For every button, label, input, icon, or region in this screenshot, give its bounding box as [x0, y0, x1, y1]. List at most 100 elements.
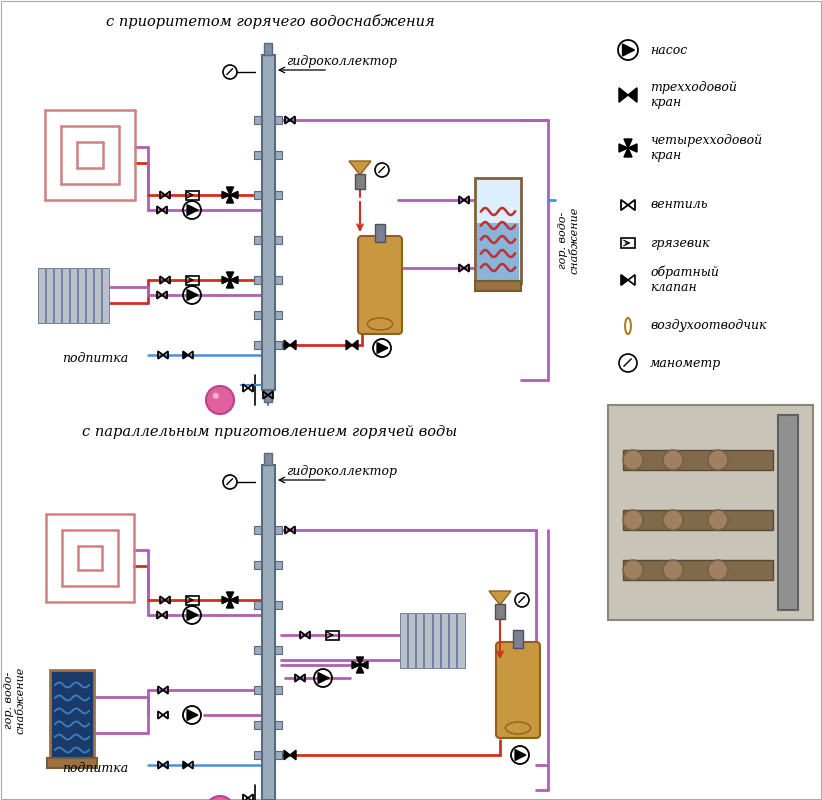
Bar: [186, 275, 198, 285]
Polygon shape: [349, 161, 371, 175]
Bar: [449, 613, 456, 667]
Circle shape: [623, 510, 643, 530]
Bar: [457, 613, 464, 667]
Bar: [399, 613, 407, 667]
Bar: [45, 267, 53, 322]
Bar: [50, 670, 94, 760]
Text: вентиль: вентиль: [650, 198, 708, 211]
Circle shape: [623, 560, 643, 580]
Polygon shape: [222, 597, 230, 603]
Bar: [261, 55, 275, 390]
Text: с приоритетом горячего водоснабжения: с приоритетом горячего водоснабжения: [106, 14, 434, 29]
Polygon shape: [187, 710, 198, 720]
Bar: [38, 267, 44, 322]
Bar: [254, 646, 268, 654]
Bar: [254, 721, 268, 729]
Bar: [254, 751, 268, 759]
Text: четырехходовой
кран: четырехходовой кран: [650, 134, 762, 162]
Bar: [623, 450, 773, 470]
Bar: [47, 758, 97, 768]
Bar: [513, 630, 523, 648]
Polygon shape: [222, 191, 230, 198]
Polygon shape: [628, 88, 637, 102]
Polygon shape: [318, 673, 329, 683]
Circle shape: [206, 796, 234, 800]
Polygon shape: [619, 88, 628, 102]
Bar: [432, 613, 440, 667]
Ellipse shape: [506, 722, 530, 734]
Text: манометр: манометр: [650, 357, 721, 370]
Polygon shape: [515, 750, 526, 760]
Bar: [268, 191, 282, 199]
Polygon shape: [360, 662, 368, 669]
Bar: [778, 415, 798, 610]
Polygon shape: [230, 276, 238, 284]
Bar: [268, 646, 282, 654]
Polygon shape: [624, 148, 632, 157]
Bar: [85, 267, 93, 322]
Bar: [77, 267, 85, 322]
Polygon shape: [226, 187, 233, 195]
Circle shape: [206, 386, 234, 414]
Bar: [623, 510, 773, 530]
Polygon shape: [346, 340, 352, 350]
Bar: [621, 238, 635, 248]
Text: трехходовой
кран: трехходовой кран: [650, 81, 737, 109]
Polygon shape: [290, 750, 296, 760]
Polygon shape: [357, 665, 363, 673]
Circle shape: [623, 450, 643, 470]
Bar: [254, 341, 268, 349]
Bar: [186, 190, 198, 199]
Bar: [268, 526, 282, 534]
Polygon shape: [357, 657, 363, 665]
Text: гор. водо-
снабжение: гор. водо- снабжение: [558, 206, 580, 274]
Circle shape: [213, 393, 219, 399]
Bar: [268, 116, 282, 124]
Bar: [375, 224, 385, 242]
FancyBboxPatch shape: [496, 642, 540, 738]
Text: насос: насос: [650, 43, 687, 57]
Bar: [268, 276, 282, 284]
Bar: [254, 561, 268, 569]
Circle shape: [663, 560, 683, 580]
Bar: [495, 603, 505, 619]
Bar: [264, 390, 272, 402]
Polygon shape: [187, 610, 198, 621]
Bar: [477, 222, 519, 281]
Text: подпитка: подпитка: [62, 762, 128, 774]
Bar: [268, 311, 282, 319]
Polygon shape: [226, 280, 233, 288]
Bar: [268, 721, 282, 729]
Text: грязевик: грязевик: [650, 237, 709, 250]
Bar: [186, 595, 198, 605]
Bar: [608, 405, 813, 620]
Polygon shape: [230, 597, 238, 603]
Circle shape: [708, 450, 728, 470]
Bar: [254, 311, 268, 319]
Polygon shape: [284, 750, 290, 760]
Polygon shape: [222, 276, 230, 284]
Bar: [355, 174, 365, 189]
Bar: [623, 560, 773, 580]
Bar: [268, 751, 282, 759]
Polygon shape: [226, 600, 233, 608]
Bar: [416, 613, 423, 667]
Bar: [268, 341, 282, 349]
Bar: [268, 561, 282, 569]
Polygon shape: [183, 762, 188, 769]
Text: обратный
клапан: обратный клапан: [650, 266, 719, 294]
Bar: [408, 613, 415, 667]
Polygon shape: [284, 340, 290, 350]
Text: гидроколлектор: гидроколлектор: [286, 55, 397, 69]
Circle shape: [663, 450, 683, 470]
Bar: [475, 281, 521, 290]
Circle shape: [708, 510, 728, 530]
Polygon shape: [619, 144, 628, 152]
Bar: [326, 630, 339, 639]
Circle shape: [708, 560, 728, 580]
Bar: [62, 267, 68, 322]
Bar: [254, 116, 268, 124]
Polygon shape: [628, 144, 637, 152]
Polygon shape: [489, 591, 511, 605]
Bar: [254, 601, 268, 609]
